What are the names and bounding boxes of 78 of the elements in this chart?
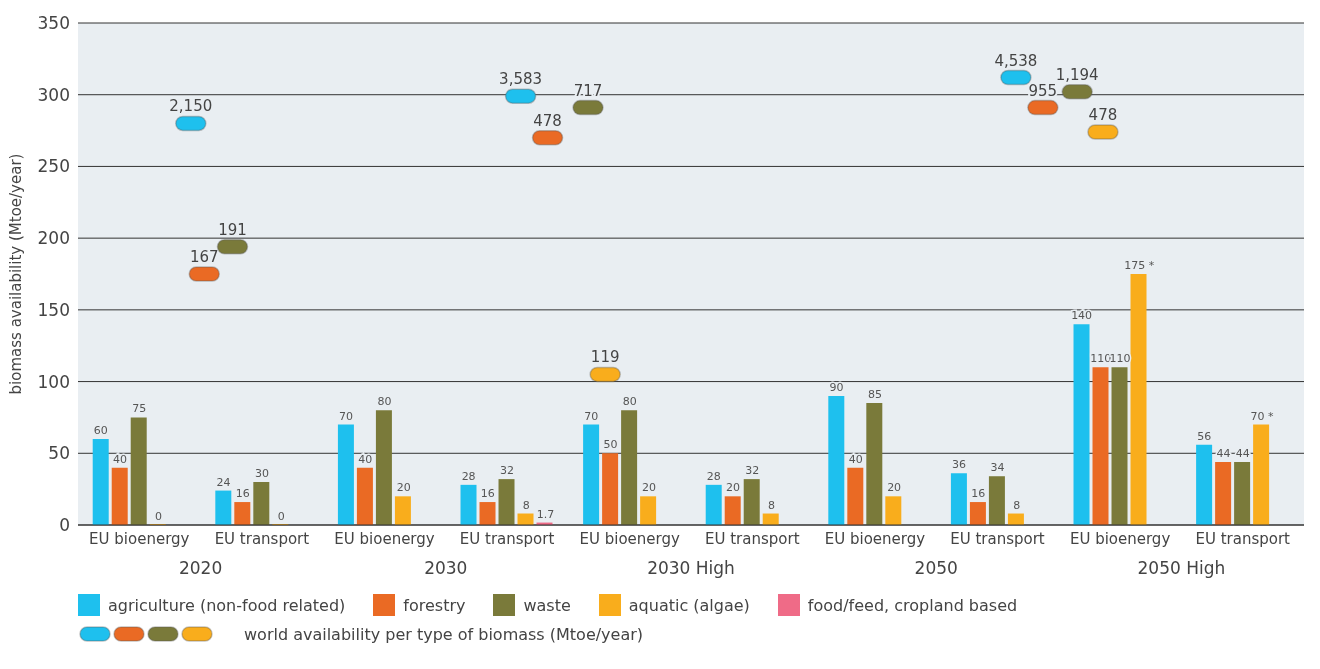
text: 2020 (178, 558, 223, 578)
data-label: 70 (339, 409, 354, 423)
annotation: 478 (533, 111, 562, 130)
legend-label: forestry (403, 595, 466, 615)
y-tick-label: 100 (37, 371, 70, 392)
data-label: 8 (1013, 498, 1021, 512)
data-label: 90 (829, 380, 844, 394)
data-label: 8 (522, 498, 530, 512)
data-label: 20 (887, 481, 902, 495)
y-tick-label: 0 (59, 515, 70, 536)
data-label: 40 (358, 452, 373, 466)
data-label: 16 (971, 487, 986, 501)
text: world availability per type of biomass (Mtoe/year) (244, 624, 644, 644)
x-tick-label: EU transport (214, 529, 310, 548)
x-tick-label: EU transport (705, 529, 800, 548)
legend-label: food/feed, cropland based (807, 595, 1018, 615)
annotation: 191 (218, 220, 247, 239)
legend-label: agriculture (non-food related) (108, 595, 346, 615)
text: 2050 High (1137, 558, 1226, 578)
annotation: 119 (590, 348, 620, 367)
data-label: 70 (584, 409, 599, 423)
data-label: 28 (461, 469, 476, 483)
data-label: 75 (132, 402, 147, 416)
x-tick-label: EU bioenergy (334, 529, 435, 548)
data-label: 50 (603, 438, 618, 452)
annotation: 3,583 (499, 70, 543, 89)
data-label: 80 (622, 395, 637, 409)
x-tick-label: EU bioenergy (824, 529, 926, 548)
data-label: 32 (745, 464, 760, 478)
data-label: 85 (867, 388, 882, 402)
legend-label: waste (523, 595, 571, 615)
data-label: 140 (1071, 309, 1093, 323)
y-tick-label: 250 (37, 156, 70, 177)
data-label: 8 (768, 498, 776, 512)
text: 2030 High (647, 558, 735, 578)
x-tick-label: EU transport (1195, 529, 1291, 548)
data-label: 0 (277, 510, 285, 523)
x-tick-label: EU bioenergy (1069, 529, 1171, 548)
data-label: 32 (500, 464, 515, 478)
text: 2050 (914, 558, 958, 578)
y-axis-title: biomass availability (Mtoe/year) (7, 153, 26, 395)
data-label: 16 (480, 487, 495, 501)
data-label: 28 (706, 469, 721, 483)
data-label: 40 (848, 452, 863, 466)
legend-label: aquatic (algae) (628, 595, 750, 615)
x-tick-label: EU transport (950, 529, 1045, 548)
data-label: 0 (155, 510, 163, 523)
data-label: 80 (377, 395, 392, 409)
data-label: 110 (1109, 352, 1131, 366)
data-label: 20 (396, 481, 411, 495)
y-tick-label: 350 (37, 13, 70, 34)
data-label: 34 (990, 461, 1005, 475)
annotation: 478 (1088, 106, 1118, 125)
x-tick-label: EU transport (459, 529, 555, 548)
data-label: 56 (1197, 429, 1212, 443)
data-label: 1.7 (536, 507, 555, 521)
data-label: 20 (641, 481, 656, 495)
data-label: 60 (93, 423, 108, 437)
x-tick-label: EU bioenergy (579, 529, 680, 548)
y-tick-label: 150 (37, 299, 70, 320)
y-tick-label: 200 (37, 228, 70, 249)
annotation: 1,194 (1055, 65, 1099, 84)
x-tick-label: EU bioenergy (89, 529, 190, 548)
data-label: 175 * (1124, 259, 1155, 272)
data-label: 110 (1090, 352, 1112, 366)
annotation: 2,150 (169, 97, 213, 116)
y-tick-label: 300 (37, 84, 70, 105)
text: 2030 (424, 558, 468, 578)
data-label: 40 (113, 452, 128, 466)
data-label: 24 (216, 475, 231, 489)
data-label: 20 (726, 481, 741, 495)
data-label: 30 (254, 466, 269, 480)
data-label: 70 * (1250, 409, 1274, 423)
y-tick-label: 50 (48, 443, 70, 464)
data-label: 36 (952, 458, 967, 472)
data-label: 16 (235, 487, 250, 501)
annotation: 4,538 (994, 51, 1038, 70)
annotation: 167 (189, 248, 219, 266)
